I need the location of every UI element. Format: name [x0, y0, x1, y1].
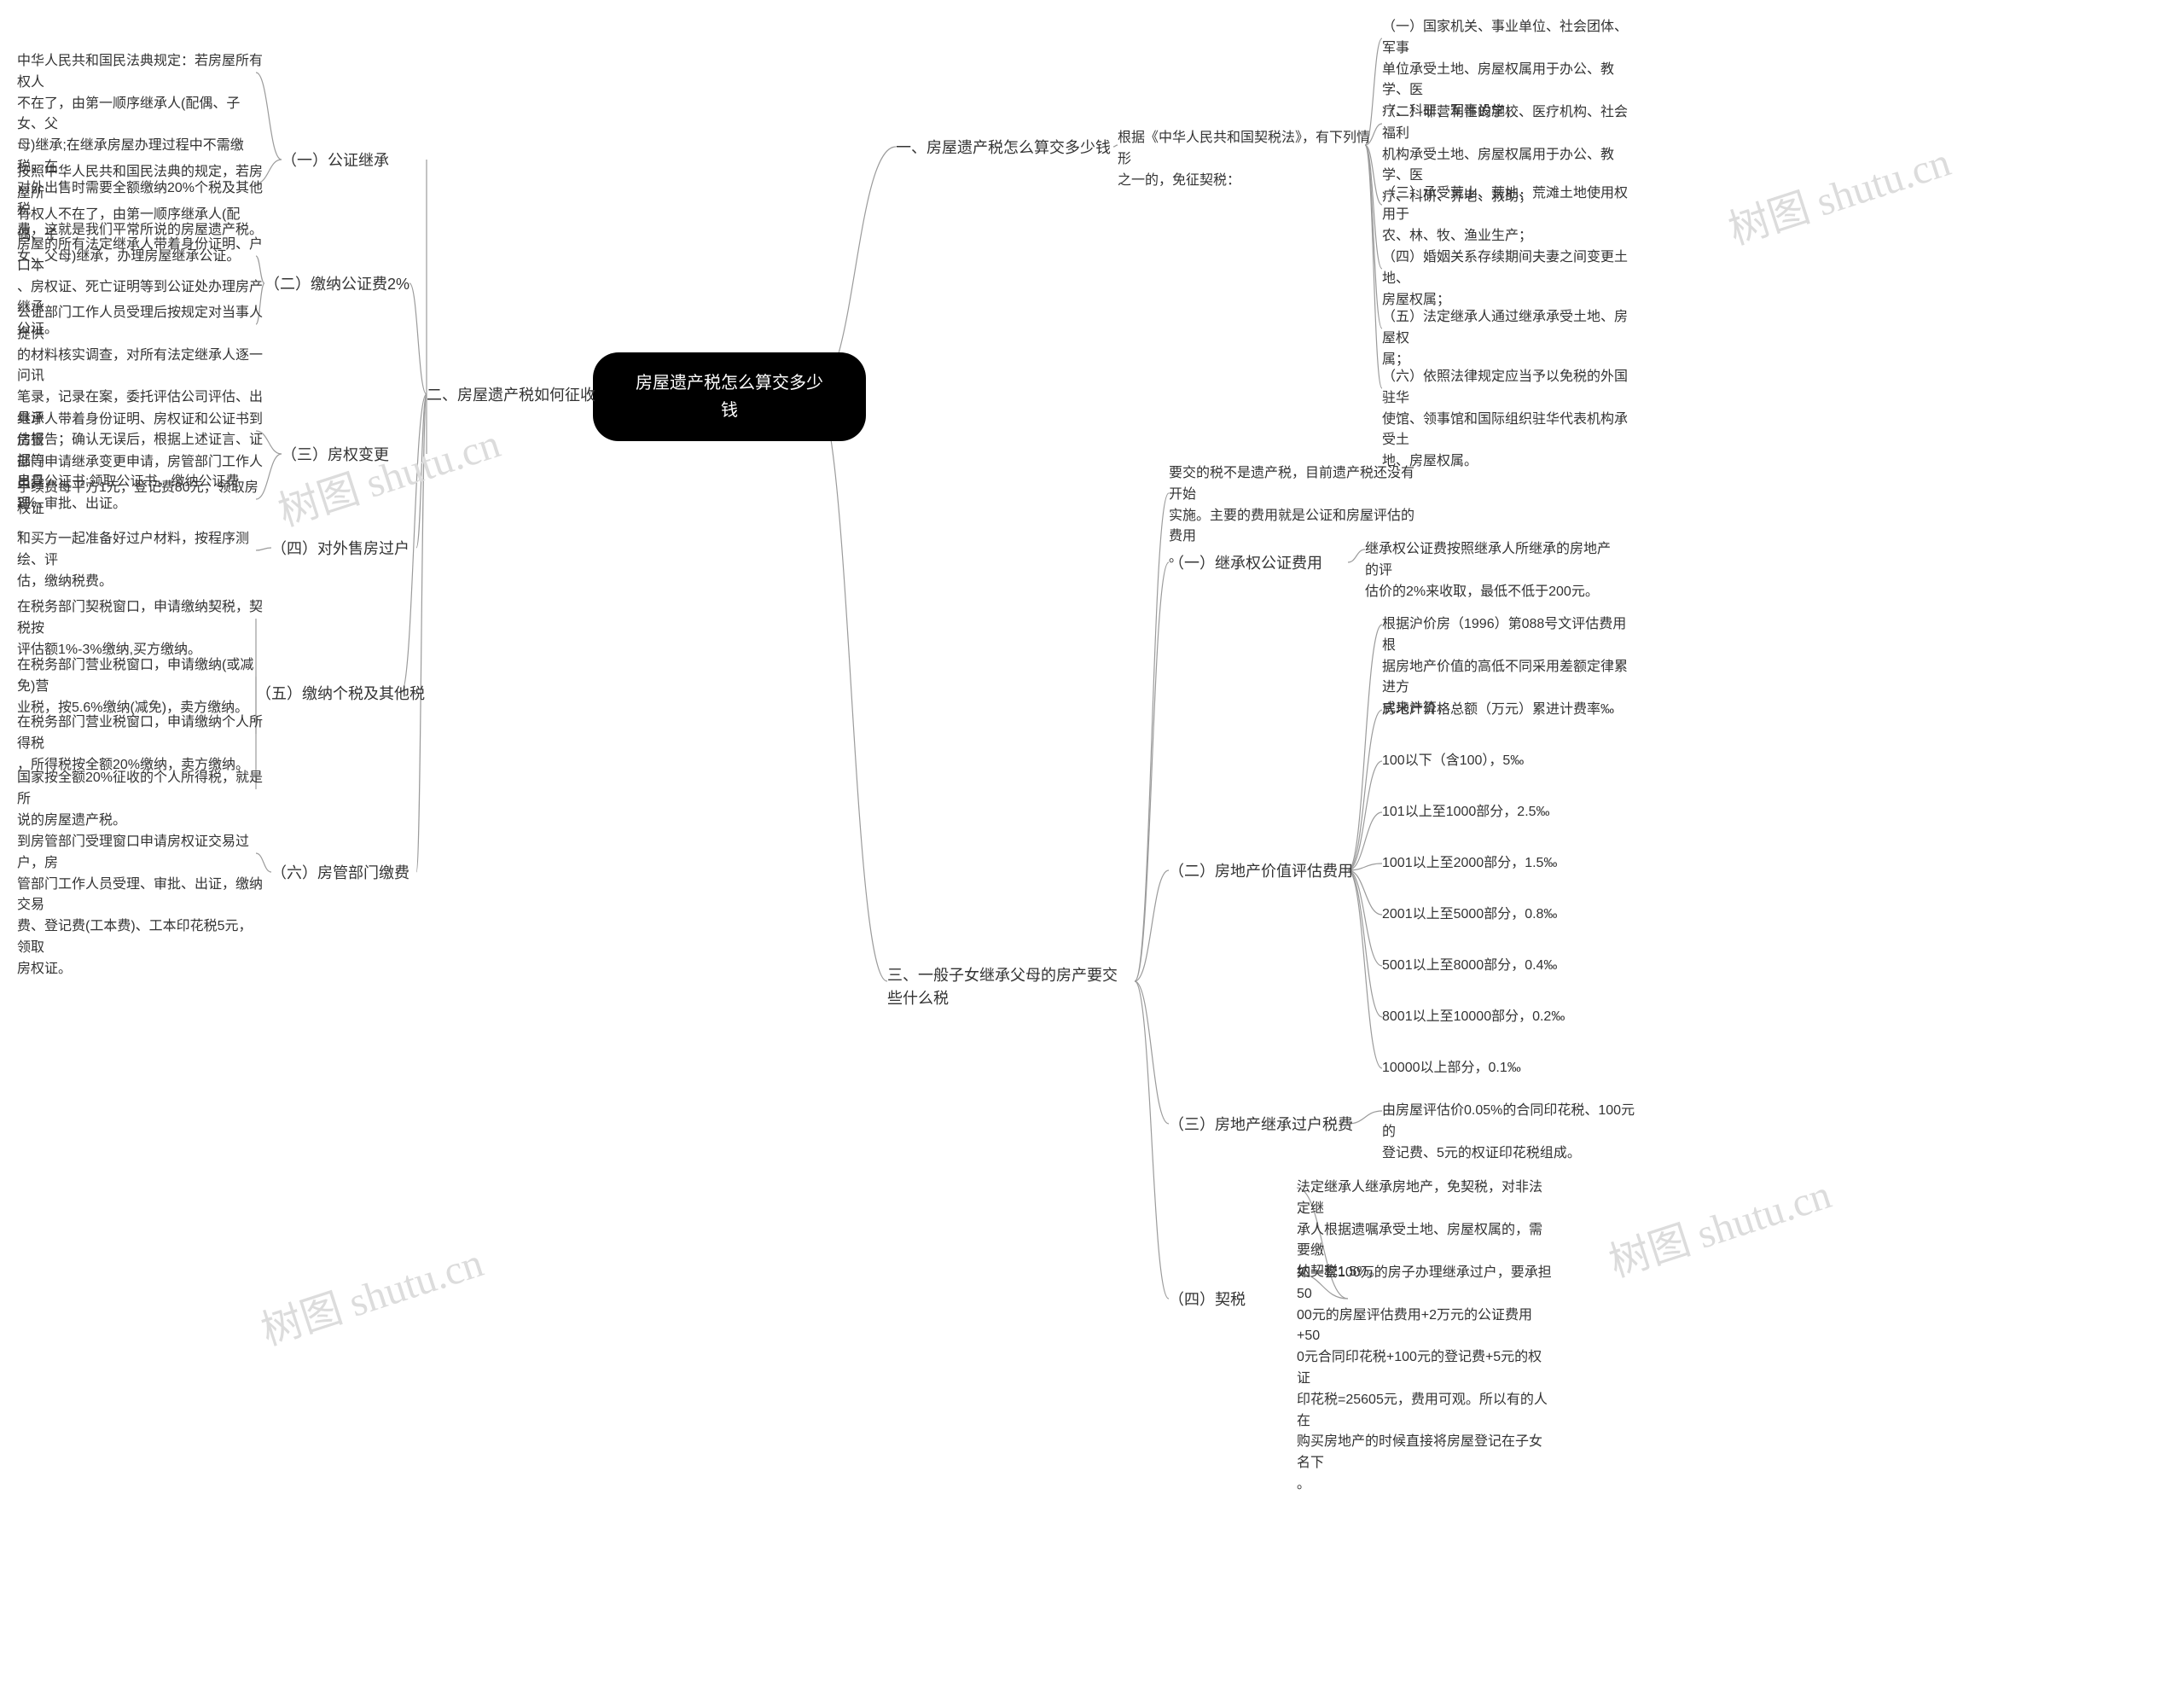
mindmap-node: （三）承受荒山、荒地、荒滩土地使用权用于 农、林、牧、渔业生产；	[1382, 183, 1638, 247]
mindmap-node: 100以下（含100），5‰	[1382, 751, 1524, 772]
mindmap-node: （二）房地产价值评估费用	[1169, 860, 1353, 883]
mindmap-node: （三）房权变更	[282, 444, 389, 467]
mindmap-node: （五）缴纳个税及其他税	[256, 683, 425, 706]
mindmap-node: （四）婚姻关系存续期间夫妻之间变更土地、 房屋权属；	[1382, 247, 1638, 311]
mindmap-node: 一、房屋遗产税怎么算交多少钱	[896, 137, 1111, 160]
mindmap-node: （五）法定继承人通过继承承受土地、房屋权 属；	[1382, 307, 1638, 370]
mindmap-node: 如一套100万的房子办理继承过户，要承担50 00元的房屋评估费用+2万元的公证…	[1297, 1263, 1553, 1496]
mindmap-node: （二）缴纳公证费2%	[264, 273, 410, 296]
mindmap-canvas	[0, 0, 2184, 1692]
mindmap-node: 8001以上至10000部分，0.2‰	[1382, 1007, 1565, 1028]
mindmap-node: （一）继承权公证费用	[1169, 552, 1322, 575]
mindmap-node: 在税务部门营业税窗口，申请缴纳个人所得税 ，所得税按全额20%缴纳，卖方缴纳。	[17, 712, 264, 776]
mindmap-node: 和买方一起准备好过户材料，按程序测绘、评 估，缴纳税费。	[17, 529, 264, 592]
mindmap-node: （一）公证继承	[282, 149, 389, 172]
mindmap-node: 2001以上至5000部分，0.8‰	[1382, 904, 1557, 926]
mindmap-node: 10000以上部分，0.1‰	[1382, 1058, 1521, 1079]
mindmap-node: 三、一般子女继承父母的房产要交 些什么税	[887, 964, 1118, 1010]
mindmap-node: 根据《中华人民共和国契税法》，有下列情形 之一的，免征契税：	[1118, 128, 1374, 191]
mindmap-node: 101以上至1000部分，2.5‰	[1382, 802, 1550, 823]
mindmap-node: 由房屋评估价0.05%的合同印花税、100元的 登记费、5元的权证印花税组成。	[1382, 1101, 1638, 1164]
mindmap-node: 1001以上至2000部分，1.5‰	[1382, 853, 1557, 875]
mindmap-node: 房地产价格总额（万元）累进计费率‰	[1382, 700, 1614, 721]
mindmap-node: 到房管部门受理窗口申请房权证交易过户，房 管部门工作人员受理、审批、出证，缴纳交…	[17, 832, 264, 980]
mindmap-node: 二、房屋遗产税如何征收	[427, 384, 595, 407]
mindmap-node: 国家按全额20%征收的个人所得税，就是所 说的房屋遗产税。	[17, 768, 264, 831]
mindmap-node: 在税务部门契税窗口，申请缴纳契税，契税按 评估额1%-3%缴纳,买方缴纳。	[17, 597, 264, 660]
mindmap-node: （六）房管部门缴费	[271, 862, 410, 885]
mindmap-node: （六）依照法律规定应当予以免税的外国驻华 使馆、领事馆和国际组织驻华代表机构承受…	[1382, 367, 1638, 473]
mindmap-node: 继承权公证费按照继承人所继承的房地产的评 估价的2%来收取，最低不低于200元。	[1365, 539, 1621, 602]
center-node: 房屋遗产税怎么算交多少 钱	[593, 352, 866, 441]
mindmap-node: （四）对外售房过户	[271, 538, 410, 561]
mindmap-node: 5001以上至8000部分，0.4‰	[1382, 956, 1557, 977]
mindmap-node: 在税务部门营业税窗口，申请缴纳(或减免)营 业税，按5.6%缴纳(减免)，卖方缴…	[17, 655, 264, 718]
mindmap-node: （四）契税	[1169, 1288, 1246, 1311]
mindmap-node: （三）房地产继承过户税费	[1169, 1113, 1353, 1137]
